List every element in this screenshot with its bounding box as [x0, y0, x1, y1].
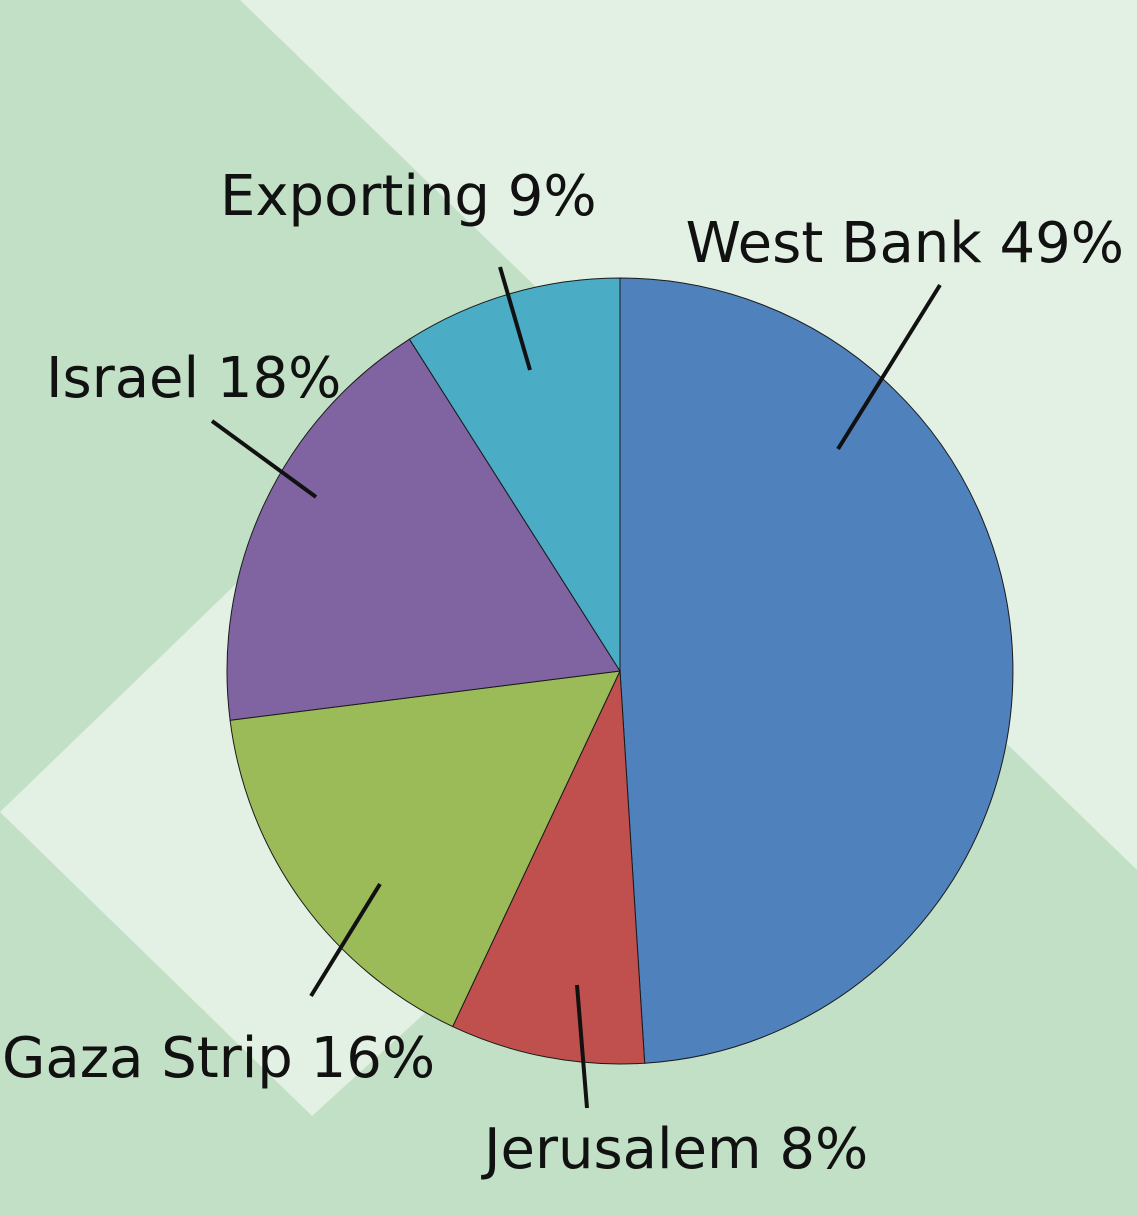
leader-line-west: [836, 283, 942, 451]
leader-line-israel: [210, 419, 318, 499]
slice-label-west: West Bank 49%: [686, 211, 1124, 276]
pie-slice-jerusalem: [452, 670, 646, 1065]
leader-line-gaza: [309, 882, 382, 998]
slice-label-jerusalem: Jerusalem 8%: [481, 1117, 868, 1182]
leader-line-jerusalem: [575, 984, 589, 1109]
pie-slice-exporting: [408, 277, 621, 673]
pie-slice-israel: [226, 338, 621, 721]
pie-slices: [226, 277, 1014, 1065]
slice-label-exporting: Exporting 9%: [220, 164, 597, 229]
leader-line-exporting: [498, 266, 532, 371]
slice-labels: West Bank 49% Jerusalem 8% Gaza Strip 16% I…: [2, 164, 1124, 1182]
pie-slice-gaza: [229, 670, 621, 1028]
leader-lines: [210, 266, 942, 1109]
pie-slice-west: [619, 277, 1014, 1064]
slice-label-israel: Israel 18%: [46, 346, 341, 411]
slice-label-gaza: Gaza Strip 16%: [2, 1026, 435, 1091]
